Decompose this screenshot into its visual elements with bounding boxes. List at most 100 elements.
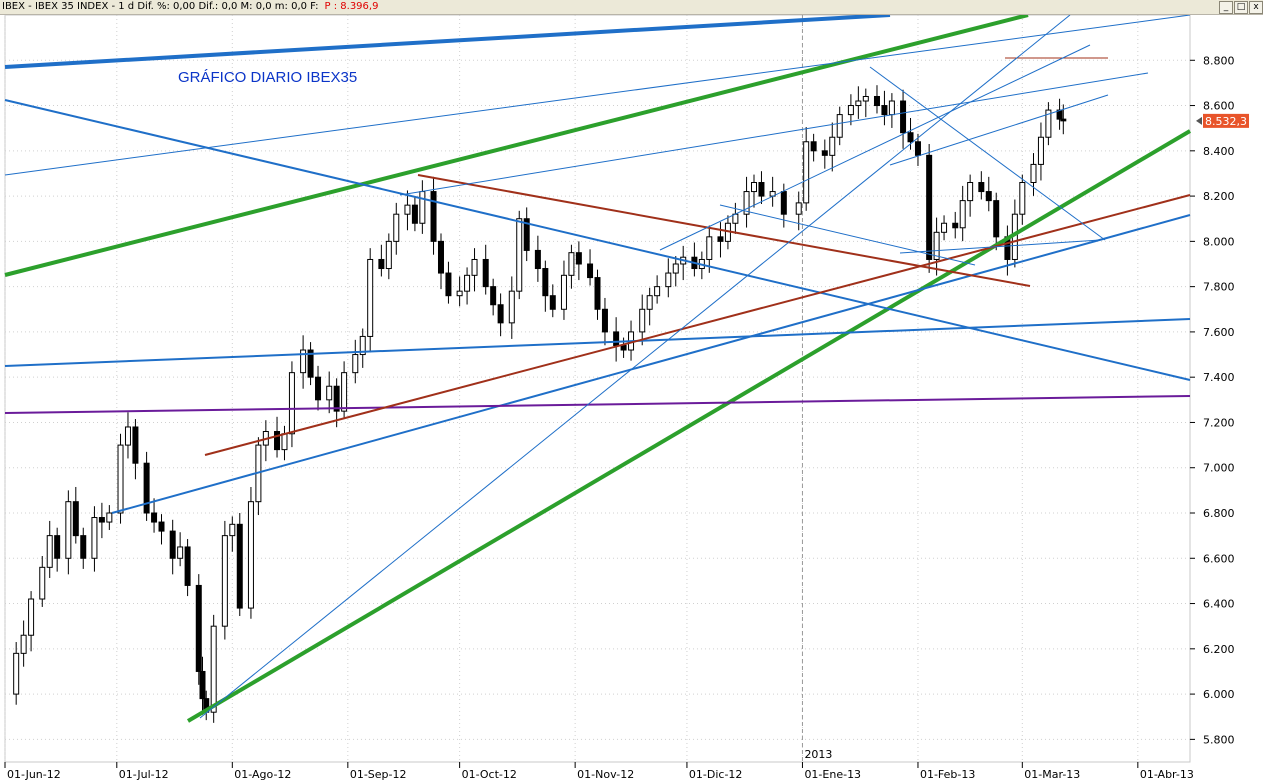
y-tick-label: 7.400 bbox=[1203, 371, 1235, 384]
y-tick-label: 6.400 bbox=[1203, 598, 1235, 611]
candle-down bbox=[542, 268, 549, 297]
candle-up bbox=[117, 444, 124, 514]
candle-down bbox=[143, 462, 150, 514]
candle-down bbox=[430, 191, 437, 242]
candle-down bbox=[594, 277, 601, 310]
maximize-button[interactable]: □ bbox=[1234, 1, 1248, 14]
trendline-falling-blue bbox=[4, 99, 1191, 381]
y-tick-label: 6.200 bbox=[1203, 643, 1235, 656]
candle-down bbox=[873, 95, 880, 107]
minimize-button[interactable]: _ bbox=[1219, 1, 1233, 14]
x-axis: 01-Jun-12 01-Jul-12 01-Ago-12 01-Sep-12 01-O… bbox=[4, 762, 1194, 781]
candle-up bbox=[359, 335, 366, 356]
candle-up bbox=[941, 222, 948, 233]
fan-line-down bbox=[869, 66, 1106, 241]
candle-up bbox=[91, 517, 98, 559]
candle-down bbox=[587, 263, 594, 279]
candle-up bbox=[20, 634, 27, 654]
chart-title: GRÁFICO DIARIO IBEX35 bbox=[178, 69, 357, 86]
candle-down bbox=[926, 154, 933, 260]
y-tick-label: 6.600 bbox=[1203, 552, 1235, 565]
candle-up bbox=[221, 535, 228, 627]
candle-down bbox=[523, 218, 530, 251]
x-tick-label: 01-Dic-12 bbox=[689, 768, 743, 781]
candle-up bbox=[1030, 163, 1037, 184]
window-title: IBEX - IBEX 35 INDEX - 1 d Dif. %: 0,00 … bbox=[2, 0, 378, 14]
candle-down bbox=[907, 132, 914, 143]
candle-down bbox=[985, 191, 992, 202]
candle-up bbox=[288, 372, 295, 435]
candle-up bbox=[106, 512, 113, 523]
candle-up bbox=[933, 231, 940, 260]
candle-down bbox=[158, 521, 165, 532]
y-tick-label: 5.800 bbox=[1203, 733, 1235, 746]
candle-up bbox=[639, 308, 646, 333]
candle-down bbox=[274, 431, 281, 451]
candle-up bbox=[516, 218, 523, 292]
candle-down bbox=[758, 182, 765, 197]
y-tick-label: 7.600 bbox=[1203, 326, 1235, 339]
candle-down bbox=[132, 426, 139, 464]
x-tick-label: 01-Ene-13 bbox=[804, 768, 861, 781]
candle-up bbox=[847, 105, 854, 116]
candle-up bbox=[803, 141, 810, 204]
badge-arrow-icon bbox=[1196, 116, 1202, 125]
candle-up bbox=[341, 372, 348, 412]
candle-up bbox=[732, 213, 739, 224]
x-tick-label: 01-Ago-12 bbox=[234, 768, 291, 781]
base-line-short bbox=[899, 239, 1101, 254]
last-value-badge: 8.532,3 bbox=[1196, 113, 1249, 128]
candle-down bbox=[575, 252, 582, 265]
candle-down bbox=[900, 100, 907, 134]
candle-up bbox=[672, 263, 679, 274]
candle-up bbox=[65, 501, 72, 559]
window-titlebar: IBEX - IBEX 35 INDEX - 1 d Dif. %: 0,00 … bbox=[0, 0, 1263, 15]
candle-down bbox=[98, 517, 105, 523]
channel-line-2 bbox=[399, 72, 1149, 196]
candle-down bbox=[72, 501, 79, 537]
candle-up bbox=[1037, 136, 1044, 165]
candle-down bbox=[914, 141, 921, 156]
close-button[interactable]: x bbox=[1249, 1, 1263, 14]
trendline-top-blue bbox=[4, 15, 891, 69]
candle-down bbox=[601, 308, 608, 333]
candle-up bbox=[464, 274, 471, 292]
candle-up bbox=[795, 202, 802, 215]
candle-up bbox=[751, 182, 758, 193]
fan-line-mid bbox=[659, 44, 1091, 251]
candle-down bbox=[1060, 118, 1067, 122]
candle-up bbox=[124, 426, 131, 446]
candle-up bbox=[959, 200, 966, 229]
candle-up bbox=[46, 535, 53, 568]
y-tick-label: 8.600 bbox=[1203, 100, 1235, 113]
x-tick-label: 01-Sep-12 bbox=[350, 768, 407, 781]
trendline-rising-brown bbox=[204, 194, 1191, 456]
plot-area bbox=[4, 15, 1191, 763]
candle-up bbox=[352, 354, 359, 374]
candle-down bbox=[549, 295, 556, 310]
channel-line-1 bbox=[4, 15, 1191, 176]
candle-down bbox=[184, 546, 191, 586]
candle-up bbox=[300, 349, 307, 374]
candle-down bbox=[445, 272, 452, 297]
candle-up bbox=[743, 191, 750, 215]
candle-down bbox=[80, 535, 87, 559]
candle-up bbox=[1045, 109, 1052, 138]
y-tick-label: 8.200 bbox=[1203, 190, 1235, 203]
candle-up bbox=[419, 191, 426, 224]
x-tick-label: 01-Abr-13 bbox=[1140, 768, 1194, 781]
candle-up bbox=[39, 566, 46, 600]
fan-line-steep bbox=[199, 15, 1071, 719]
y-tick-label: 7.800 bbox=[1203, 281, 1235, 294]
y-tick-label: 8.000 bbox=[1203, 235, 1235, 248]
candle-up bbox=[456, 290, 463, 297]
year-label: 2013 bbox=[804, 748, 832, 761]
candle-down bbox=[199, 670, 206, 700]
candle-down bbox=[613, 331, 620, 346]
candle-down bbox=[534, 249, 541, 270]
candle-down bbox=[993, 200, 1000, 238]
candle-up bbox=[862, 95, 869, 102]
trendline-lower-green bbox=[186, 129, 1192, 723]
candlestick-chart[interactable]: 2013 GRÁFICO DIARIO IBEX35 5.800 6.000 6.2… bbox=[0, 15, 1263, 783]
candle-up bbox=[967, 182, 974, 202]
